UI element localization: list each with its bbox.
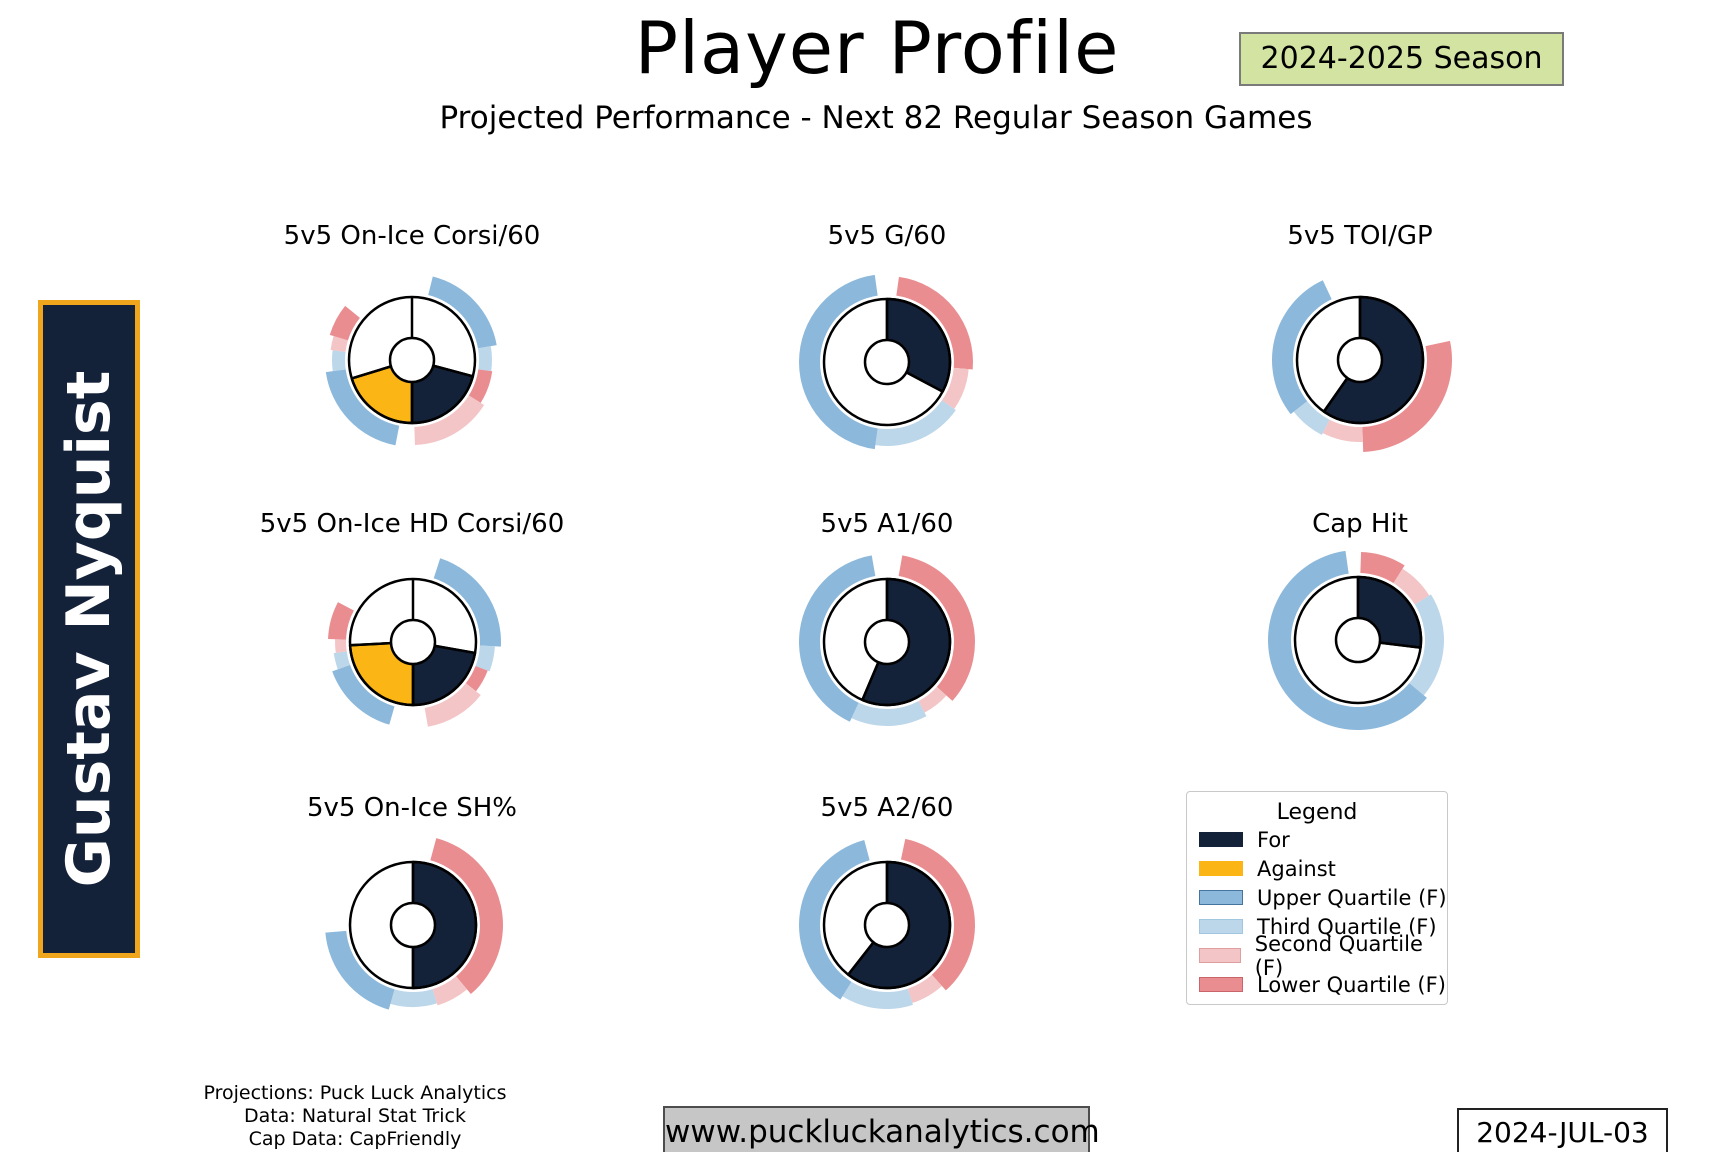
legend-row-lower-quartile: Lower Quartile (F) xyxy=(1187,970,1447,999)
legend-label: Lower Quartile (F) xyxy=(1257,972,1446,997)
donut xyxy=(1295,295,1425,425)
toi-gauge xyxy=(1272,280,1452,452)
data-credits: Projections: Puck Luck Analytics Data: N… xyxy=(170,1082,540,1151)
quartile-bands xyxy=(1272,280,1452,452)
chart-title-g60: 5v5 G/60 xyxy=(827,221,947,251)
quartile-bands xyxy=(1268,550,1444,730)
for-swatch xyxy=(1199,832,1243,847)
against-swatch xyxy=(1199,861,1243,876)
donut xyxy=(348,577,478,707)
a2-gauge xyxy=(799,838,975,1009)
donut xyxy=(822,297,952,427)
chart-title-hd-corsi: 5v5 On-Ice HD Corsi/60 xyxy=(259,509,565,539)
player-name-banner: Gustav Nyquist xyxy=(38,300,140,958)
credit-projections: Projections: Puck Luck Analytics xyxy=(203,1082,507,1104)
chart-title-a2: 5v5 A2/60 xyxy=(820,793,954,823)
page-subtitle: Projected Performance - Next 82 Regular … xyxy=(439,100,1313,136)
hd-corsi-gauge xyxy=(328,558,501,727)
legend-label: For xyxy=(1257,827,1290,852)
sh-gauge xyxy=(325,838,504,1010)
quartile-bands xyxy=(799,555,975,726)
season-badge: 2024-2025 Season xyxy=(1239,32,1564,86)
legend-row-upper-quartile: Upper Quartile (F) xyxy=(1187,883,1447,912)
quartile-bands xyxy=(799,274,973,450)
legend-row-for: For xyxy=(1187,825,1447,854)
legend-label: Second Quartile (F) xyxy=(1254,931,1423,980)
legend-title: Legend xyxy=(1276,800,1358,825)
quartile-bands xyxy=(799,838,975,1009)
donut xyxy=(348,860,478,990)
donut xyxy=(1293,575,1423,705)
a1-gauge xyxy=(799,555,975,726)
donut xyxy=(822,860,952,990)
credit-cap-data: Cap Data: CapFriendly xyxy=(248,1128,462,1150)
chart-title-cap-hit: Cap Hit xyxy=(1312,509,1408,539)
player-name: Gustav Nyquist xyxy=(54,370,124,888)
g60-gauge xyxy=(799,274,973,450)
website-box: www.puckluckanalytics.com xyxy=(663,1106,1100,1152)
upper-quartile-swatch xyxy=(1199,890,1243,905)
donut xyxy=(347,295,477,425)
chart-title-sh: 5v5 On-Ice SH% xyxy=(306,793,518,823)
legend: Legend For Against Upper Quartile (F) Th… xyxy=(1186,791,1448,1005)
cap-hit-gauge xyxy=(1268,550,1444,730)
chart-title-toi: 5v5 TOI/GP xyxy=(1287,221,1433,251)
legend-label: Upper Quartile (F) xyxy=(1257,885,1447,910)
legend-label: Against xyxy=(1257,856,1336,881)
quartile-bands xyxy=(325,838,504,1010)
legend-label: Third Quartile (F) xyxy=(1257,914,1437,939)
donut xyxy=(822,577,952,707)
page-title: Player Profile xyxy=(634,6,1120,90)
lower-quartile-swatch xyxy=(1199,977,1243,992)
chart-title-corsi: 5v5 On-Ice Corsi/60 xyxy=(283,221,541,251)
credit-data: Data: Natural Stat Trick xyxy=(244,1105,466,1127)
second-quartile-swatch xyxy=(1199,948,1241,963)
legend-row-third-quartile: Third Quartile (F) xyxy=(1187,912,1447,941)
quartile-bands xyxy=(325,276,497,446)
quartile-bands xyxy=(328,558,501,727)
chart-title-a1: 5v5 A1/60 xyxy=(820,509,954,539)
date-box: 2024-JUL-03 xyxy=(1457,1108,1668,1152)
third-quartile-swatch xyxy=(1199,919,1243,934)
corsi-gauge xyxy=(325,276,497,446)
legend-row-second-quartile: Second Quartile (F) xyxy=(1187,932,1447,980)
legend-row-against: Against xyxy=(1187,854,1447,883)
